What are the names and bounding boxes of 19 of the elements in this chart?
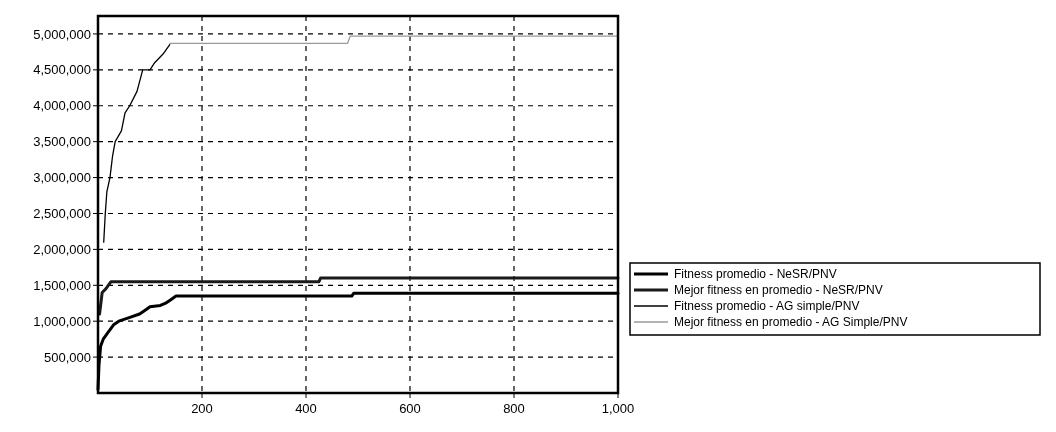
x-tick-label: 1,000 [601, 401, 635, 416]
legend-label: Fitness promedio - NeSR/PNV [674, 267, 837, 282]
y-tick-label: 3,500,000 [33, 134, 91, 150]
x-tick-label: 200 [191, 401, 213, 416]
y-tick-label: 2,000,000 [33, 241, 91, 257]
y-tick-label: 500,000 [44, 349, 91, 365]
legend-label: Fitness promedio - AG simple/PNV [674, 299, 860, 314]
legend-label: Mejor fitness en promedio - NeSR/PNV [674, 283, 883, 298]
x-tick-label: 600 [399, 401, 421, 416]
y-tick-label: 2,500,000 [33, 206, 91, 222]
y-tick-label: 4,000,000 [33, 98, 91, 114]
x-tick-label: 800 [503, 401, 525, 416]
y-tick-label: 1,500,000 [33, 277, 91, 293]
x-tick-label: 400 [295, 401, 317, 416]
y-tick-label: 4,500,000 [33, 62, 91, 78]
y-tick-label: 3,000,000 [33, 170, 91, 186]
y-tick-label: 1,000,000 [33, 313, 91, 329]
legend-label: Mejor fitness en promedio - AG Simple/PNV [674, 315, 908, 330]
y-tick-label: 5,000,000 [33, 26, 91, 42]
